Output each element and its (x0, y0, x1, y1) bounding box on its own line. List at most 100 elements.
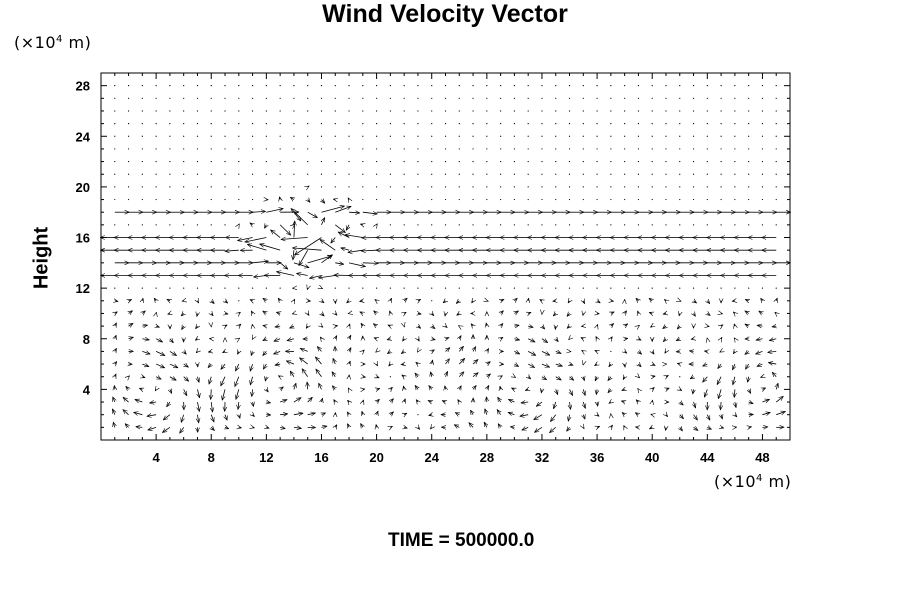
wind-vector (123, 397, 129, 403)
wind-vector (680, 301, 681, 302)
vector-dot (431, 148, 433, 150)
wind-vector (126, 386, 129, 389)
vector-dot (334, 186, 336, 188)
wind-vector (239, 224, 240, 225)
vector-dot (238, 160, 240, 163)
wind-vector (293, 262, 309, 268)
vector-dot (486, 85, 488, 87)
vector-dot (238, 173, 240, 175)
vector-dot (196, 135, 199, 137)
vector-dot (568, 173, 571, 175)
wind-vector (156, 326, 159, 327)
wind-vector (418, 427, 420, 429)
wind-vector (363, 400, 364, 402)
vector-dot (169, 287, 171, 289)
vector-dot (265, 148, 267, 150)
wind-vector (360, 224, 362, 225)
vector-dot (775, 198, 777, 201)
vector-dot (500, 110, 502, 112)
vector-dot (679, 148, 681, 150)
vector-dot (279, 287, 281, 289)
vector-dot (568, 198, 571, 201)
vector-dot (334, 287, 336, 289)
plot-frame (100, 72, 791, 441)
vector-dot (389, 173, 391, 175)
vector-dot (417, 135, 419, 137)
vector-dot (444, 148, 447, 150)
wind-vector (776, 383, 778, 390)
vector-dot (155, 123, 157, 125)
vector-dot (610, 224, 612, 226)
vector-dot (155, 135, 157, 137)
wind-vector (638, 388, 639, 389)
wind-vector (458, 372, 464, 377)
wind-vector (250, 376, 252, 385)
vector-dot (596, 97, 598, 99)
wind-vector (263, 298, 266, 300)
wind-vector (497, 410, 500, 415)
vector-dot (444, 224, 447, 226)
vector-dot (513, 186, 516, 188)
vector-dot (224, 135, 226, 137)
wind-vector (260, 244, 281, 251)
vector-dot (141, 287, 143, 289)
wind-vector (321, 426, 326, 427)
vector-dot (596, 198, 598, 201)
vector-dot (775, 135, 777, 137)
vector-dot (224, 173, 226, 175)
vector-dot (169, 186, 171, 188)
wind-vector (528, 326, 533, 327)
wind-vector (294, 299, 295, 300)
wind-vector (416, 400, 418, 402)
vector-dot (706, 148, 708, 150)
wind-vector (677, 326, 679, 329)
wind-vector (735, 415, 737, 417)
vector-dot (624, 85, 626, 87)
vector-dot (637, 148, 640, 150)
wind-vector (278, 376, 280, 377)
vector-dot (279, 110, 281, 112)
wind-vector (281, 238, 308, 240)
vector-dot (362, 287, 364, 289)
vector-dot (651, 110, 653, 112)
vector-dot (293, 160, 295, 163)
wind-vector (316, 369, 322, 377)
vector-dot (555, 123, 557, 125)
vector-dot (348, 135, 350, 137)
wind-vector (169, 351, 177, 355)
wind-vector (652, 376, 655, 377)
vector-dot (513, 135, 516, 137)
wind-vector (167, 401, 170, 407)
wind-vector (315, 357, 322, 365)
vector-dot (224, 224, 226, 226)
wind-vector (567, 326, 569, 328)
vector-dot (582, 148, 584, 150)
wind-vector (428, 401, 432, 403)
vector-dot (624, 198, 626, 201)
wind-vector (360, 301, 363, 302)
vector-dot (376, 123, 378, 125)
wind-vector (237, 351, 239, 354)
vector-dot (362, 198, 364, 201)
vector-dot (761, 287, 764, 289)
vector-dot (692, 287, 695, 289)
wind-vector (335, 425, 337, 428)
vector-dot (624, 135, 626, 137)
vector-dot (706, 123, 708, 125)
wind-vector (663, 313, 666, 314)
vector-dot (362, 160, 364, 163)
wind-vector (622, 389, 625, 390)
vector-dot (376, 110, 378, 112)
vector-dot (444, 160, 447, 163)
wind-vector (583, 401, 585, 408)
wind-vector (238, 401, 239, 409)
vector-dot (624, 224, 626, 226)
wind-vector (707, 427, 711, 430)
wind-vector (347, 424, 349, 428)
vector-dot (761, 135, 764, 137)
vector-dot (527, 110, 529, 112)
wind-vector (349, 212, 360, 213)
wind-vector (749, 402, 753, 404)
wind-vector (508, 412, 515, 414)
wind-vector (514, 351, 519, 355)
